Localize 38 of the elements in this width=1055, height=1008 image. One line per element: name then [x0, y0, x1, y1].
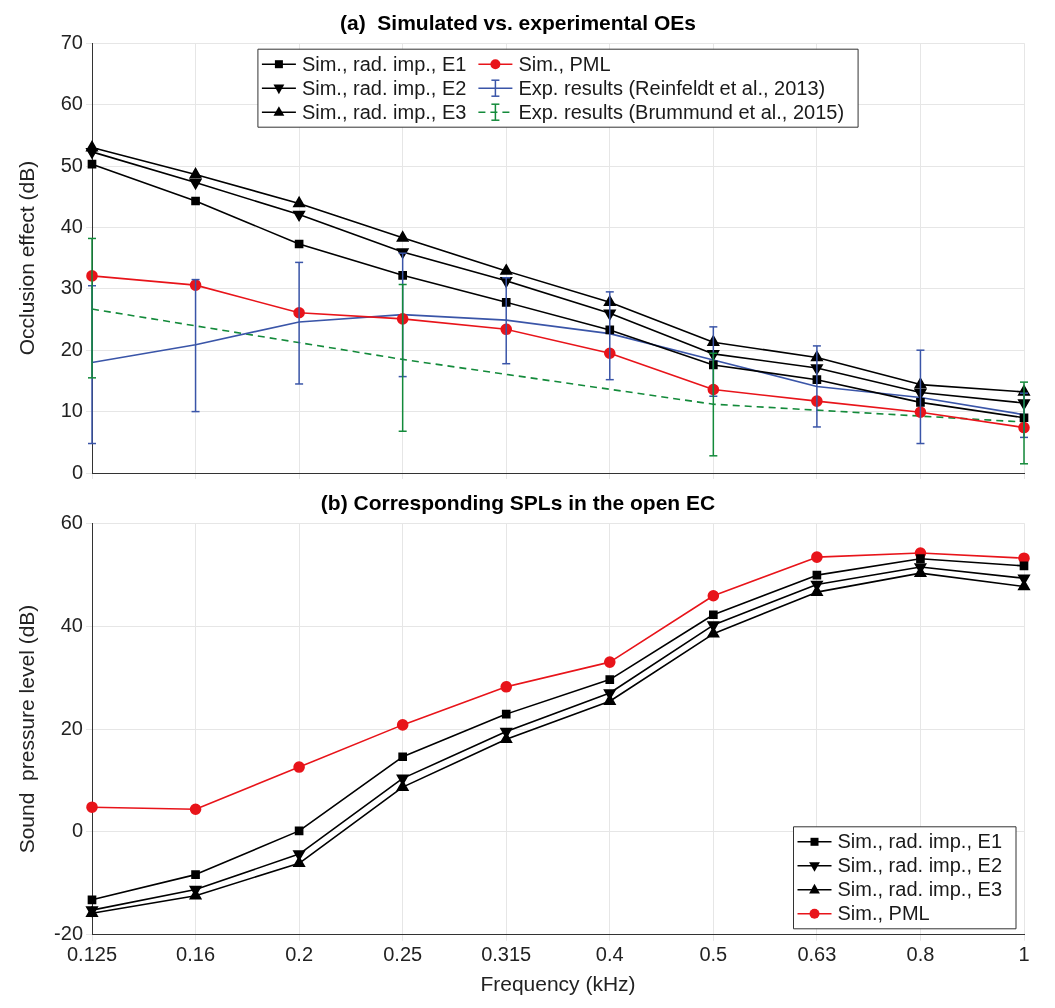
y-axis-title: Sound pressure level (dB) [15, 604, 39, 854]
y-tick-label: 20 [60, 716, 83, 739]
x-tick-label: 1 [1018, 943, 1030, 966]
legend-label: Sim., rad. imp., E3 [301, 100, 467, 123]
x-tick-label: 0.25 [383, 943, 423, 966]
legend-label: Sim., rad. imp., E2 [837, 854, 1003, 877]
legend-label: Sim., rad. imp., E1 [301, 52, 467, 75]
y-tick-label: 0 [71, 819, 83, 842]
legend-label: Sim., rad. imp., E3 [837, 878, 1003, 901]
legend-label: Sim., rad. imp., E1 [837, 830, 1003, 853]
legend-label: Exp. results (Brummund et al., 2015) [518, 100, 845, 123]
y-tick-label: 0 [71, 460, 83, 483]
x-tick-label: 0.5 [699, 943, 728, 966]
y-tick-label: 60 [60, 92, 83, 115]
y-tick-label: -20 [54, 922, 83, 945]
chart-title: (a) Simulated vs. experimental OEs [340, 11, 696, 35]
x-tick-label: 0.16 [176, 943, 216, 966]
x-tick-label: 0.4 [595, 943, 624, 966]
x-tick-label: 0.63 [797, 943, 837, 966]
y-tick-label: 10 [60, 399, 83, 422]
y-axis-title: Occlusion effect (dB) [15, 160, 39, 356]
legend-label: Sim., PML [837, 902, 930, 925]
y-tick-label: 60 [60, 510, 83, 533]
x-tick-label: 0.125 [66, 943, 118, 966]
legend-label: Sim., rad. imp., E2 [301, 76, 467, 99]
legend-label: Exp. results (Reinfeldt et al., 2013) [518, 76, 826, 99]
y-tick-label: 20 [60, 337, 83, 360]
y-tick-label: 50 [60, 153, 83, 176]
y-tick-label: 70 [60, 30, 83, 53]
x-axis-title: Frequency (kHz) [480, 972, 636, 996]
y-tick-label: 30 [60, 276, 83, 299]
y-tick-label: 40 [60, 613, 83, 636]
x-tick-label: 0.315 [481, 943, 532, 966]
x-tick-label: 0.2 [285, 943, 314, 966]
legend-label: Sim., PML [518, 52, 611, 75]
chart-title: (b) Corresponding SPLs in the open EC [320, 491, 716, 515]
y-tick-label: 40 [60, 214, 83, 237]
x-tick-label: 0.8 [906, 943, 935, 966]
